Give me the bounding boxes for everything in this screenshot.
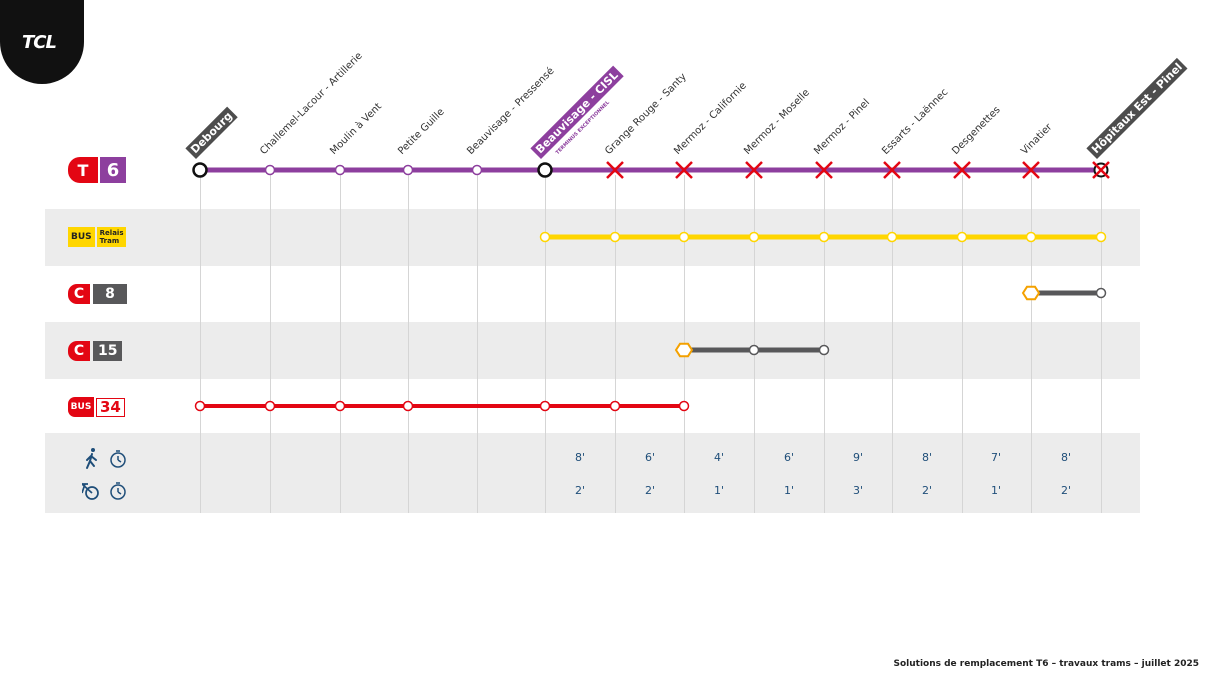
connection-hexagon [1021, 285, 1041, 301]
stop-dot [886, 231, 898, 243]
closed-stop-cross-icon [883, 161, 901, 179]
stop-guide-line [270, 175, 271, 513]
bus34-line [194, 400, 690, 412]
walk-time: 6' [644, 451, 656, 464]
stop-dot [537, 162, 553, 178]
stop-dot [264, 164, 276, 176]
stop-dot [748, 344, 760, 356]
stop-guide-line [824, 175, 825, 513]
bike-icon [82, 482, 99, 500]
bike-time: 1' [713, 484, 725, 497]
stop-guide-line [962, 175, 963, 513]
stop-guide-line [200, 175, 201, 513]
stop-dot [1025, 231, 1037, 243]
stop-dot [956, 231, 968, 243]
footer-caption: Solutions de remplacement T6 – travaux t… [893, 659, 1199, 669]
stop-dot [402, 400, 414, 412]
stopwatch-bike-icon [110, 482, 126, 500]
stop-dot [334, 164, 346, 176]
walk-time: 7' [990, 451, 1002, 464]
stop-dot [194, 400, 206, 412]
stop-dot [334, 400, 346, 412]
closed-stop-cross-icon [745, 161, 763, 179]
stop-guide-line [615, 175, 616, 513]
stop-guide-line [545, 175, 546, 513]
t6-letter: T [68, 157, 98, 183]
closed-stop-cross-icon [1092, 161, 1110, 179]
c8-badge: C 8 [68, 284, 127, 304]
t6-number: 6 [100, 157, 126, 183]
stop-dot [1095, 287, 1107, 299]
walk-time: 8' [921, 451, 933, 464]
stopwatch-walk-icon [110, 450, 126, 468]
stop-guide-line [1031, 175, 1032, 513]
bike-time: 1' [783, 484, 795, 497]
stop-dot [818, 231, 830, 243]
stop-dot [748, 231, 760, 243]
stop-guide-line [408, 175, 409, 513]
bike-time: 1' [990, 484, 1002, 497]
walk-time: 6' [783, 451, 795, 464]
bike-time: 2' [1060, 484, 1072, 497]
closed-stop-cross-icon [606, 161, 624, 179]
bike-time: 2' [644, 484, 656, 497]
walk-time: 8' [574, 451, 586, 464]
bike-time: 2' [574, 484, 586, 497]
t6-badge: T 6 [68, 157, 126, 183]
times-band [45, 433, 1140, 513]
stop-dot [609, 231, 621, 243]
closed-stop-cross-icon [815, 161, 833, 179]
walk-time: 8' [1060, 451, 1072, 464]
closed-stop-cross-icon [1022, 161, 1040, 179]
stop-dot [678, 231, 690, 243]
relais-tram-badge: BUS Relais Tram [68, 227, 127, 247]
stop-dot [192, 162, 208, 178]
relais-tram-line [539, 231, 1107, 243]
stop-guide-line [892, 175, 893, 513]
c15-number: 15 [93, 341, 123, 361]
stop-guide-line [340, 175, 341, 513]
connection-hexagon [674, 342, 694, 358]
stop-dot [1095, 231, 1107, 243]
tcl-logo: TCL [0, 0, 84, 84]
t6-line [192, 161, 1110, 179]
c15-line [674, 342, 830, 358]
walk-time: 4' [713, 451, 725, 464]
stop-dot [539, 231, 551, 243]
stop-guide-line [477, 175, 478, 513]
walk-icon [86, 448, 97, 469]
c15-band [45, 322, 1140, 379]
bike-time: 3' [852, 484, 864, 497]
bus34-badge: BUS 34 [68, 397, 125, 417]
bike-time: 2' [921, 484, 933, 497]
closed-stop-cross-icon [675, 161, 693, 179]
stop-dot [609, 400, 621, 412]
c8-letter: C [68, 284, 90, 304]
closed-stop-cross-icon [953, 161, 971, 179]
relais-bus-label: BUS [68, 227, 95, 247]
walk-bike-icons [82, 448, 126, 500]
stop-dot [471, 164, 483, 176]
stop-dot [402, 164, 414, 176]
stop-dot [264, 400, 276, 412]
c15-badge: C 15 [68, 341, 123, 361]
bus34-bus-label: BUS [68, 397, 94, 417]
stop-dot [539, 400, 551, 412]
c8-line [1021, 285, 1107, 301]
bus34-number: 34 [96, 397, 125, 417]
stop-dot [678, 400, 690, 412]
relais-tram-label: Relais Tram [96, 227, 127, 247]
c8-number: 8 [93, 284, 127, 304]
c15-letter: C [68, 341, 90, 361]
stop-guide-line [1101, 175, 1102, 513]
stop-guide-line [754, 175, 755, 513]
stop-dot [818, 344, 830, 356]
walk-time: 9' [852, 451, 864, 464]
